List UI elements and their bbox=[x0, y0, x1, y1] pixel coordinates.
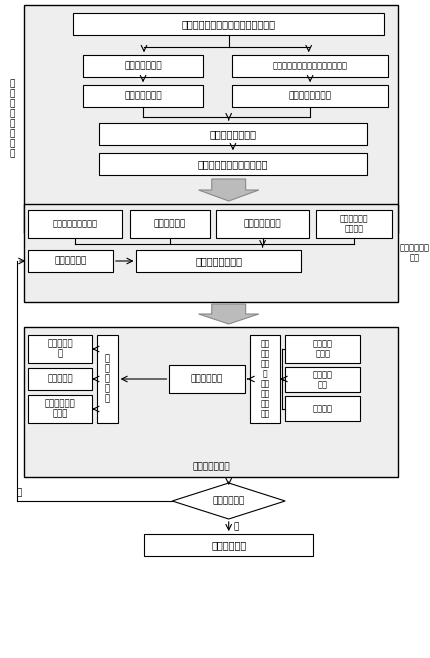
Text: 叶片形状、大小: 叶片形状、大小 bbox=[124, 61, 162, 70]
FancyBboxPatch shape bbox=[129, 210, 209, 238]
Text: 造林区地
理位置: 造林区地 理位置 bbox=[312, 340, 332, 359]
Text: 树种不同生长阶段形态特征参数获取: 树种不同生长阶段形态特征参数获取 bbox=[181, 19, 275, 29]
FancyBboxPatch shape bbox=[285, 367, 359, 392]
FancyBboxPatch shape bbox=[24, 5, 397, 233]
FancyBboxPatch shape bbox=[28, 250, 113, 272]
FancyBboxPatch shape bbox=[28, 395, 92, 423]
FancyBboxPatch shape bbox=[97, 335, 117, 423]
Text: 造林初始密度: 造林初始密度 bbox=[154, 220, 186, 228]
Text: 各时刻透光
率: 各时刻透光 率 bbox=[47, 340, 73, 359]
Polygon shape bbox=[172, 483, 285, 519]
Text: 三维林分场景绘制: 三维林分场景绘制 bbox=[195, 256, 242, 266]
Text: 光线跟踪算法: 光线跟踪算法 bbox=[190, 374, 223, 384]
FancyBboxPatch shape bbox=[285, 396, 359, 421]
FancyBboxPatch shape bbox=[98, 153, 366, 175]
FancyBboxPatch shape bbox=[144, 534, 313, 556]
FancyBboxPatch shape bbox=[316, 210, 390, 238]
Text: 不同生长阶段
透光率: 不同生长阶段 透光率 bbox=[45, 399, 75, 418]
Text: 树木枝干系统拓扑结构和几何信息: 树木枝干系统拓扑结构和几何信息 bbox=[272, 61, 347, 70]
FancyBboxPatch shape bbox=[169, 365, 244, 393]
FancyBboxPatch shape bbox=[28, 335, 92, 363]
FancyBboxPatch shape bbox=[83, 85, 203, 107]
Text: 否: 否 bbox=[16, 488, 22, 497]
Text: 树
木
精
细
三
维
建
模: 树 木 精 细 三 维 建 模 bbox=[9, 80, 15, 159]
FancyBboxPatch shape bbox=[136, 250, 301, 272]
FancyBboxPatch shape bbox=[83, 55, 203, 77]
Text: 树木不同生长阶段三维模型: 树木不同生长阶段三维模型 bbox=[197, 159, 267, 169]
Polygon shape bbox=[198, 304, 258, 324]
Text: 林分三维场景
构建: 林分三维场景 构建 bbox=[399, 243, 429, 263]
Text: 行距、株距、
行向配置: 行距、株距、 行向配置 bbox=[339, 215, 367, 234]
Polygon shape bbox=[198, 179, 258, 201]
FancyBboxPatch shape bbox=[73, 13, 383, 35]
Text: 林分透光率分析: 林分透光率分析 bbox=[192, 463, 229, 472]
FancyBboxPatch shape bbox=[216, 210, 308, 238]
FancyBboxPatch shape bbox=[285, 335, 359, 363]
Text: 一天中各
时刻: 一天中各 时刻 bbox=[312, 370, 332, 389]
Text: 日均透光率: 日均透光率 bbox=[47, 374, 73, 384]
Text: 树种种植点配置: 树种种植点配置 bbox=[243, 220, 281, 228]
Text: 天气晴朗: 天气晴朗 bbox=[312, 404, 332, 413]
Text: 透
光
性
计
算: 透 光 性 计 算 bbox=[104, 355, 110, 403]
FancyBboxPatch shape bbox=[24, 327, 397, 477]
Text: 造林区数字高程模型: 造林区数字高程模型 bbox=[52, 220, 98, 228]
FancyBboxPatch shape bbox=[232, 55, 387, 77]
Text: 叶精细三维模型: 叶精细三维模型 bbox=[124, 91, 162, 101]
FancyBboxPatch shape bbox=[28, 210, 122, 238]
Text: 透光率科学性: 透光率科学性 bbox=[212, 497, 244, 505]
FancyBboxPatch shape bbox=[24, 204, 397, 302]
FancyBboxPatch shape bbox=[28, 368, 92, 390]
Text: 输出造林密度: 输出造林密度 bbox=[211, 540, 246, 550]
Text: 枝干系统三维模型: 枝干系统三维模型 bbox=[288, 91, 331, 101]
FancyBboxPatch shape bbox=[250, 335, 280, 423]
Text: 各时
刻太
阳高
度
角、
方位
角、
光强: 各时 刻太 阳高 度 角、 方位 角、 光强 bbox=[260, 340, 270, 418]
Text: 树木精细三维模型: 树木精细三维模型 bbox=[209, 129, 256, 139]
FancyBboxPatch shape bbox=[98, 123, 366, 145]
FancyBboxPatch shape bbox=[232, 85, 387, 107]
Text: 造林密度调整: 造林密度调整 bbox=[54, 257, 86, 265]
Text: 是: 是 bbox=[233, 522, 238, 532]
